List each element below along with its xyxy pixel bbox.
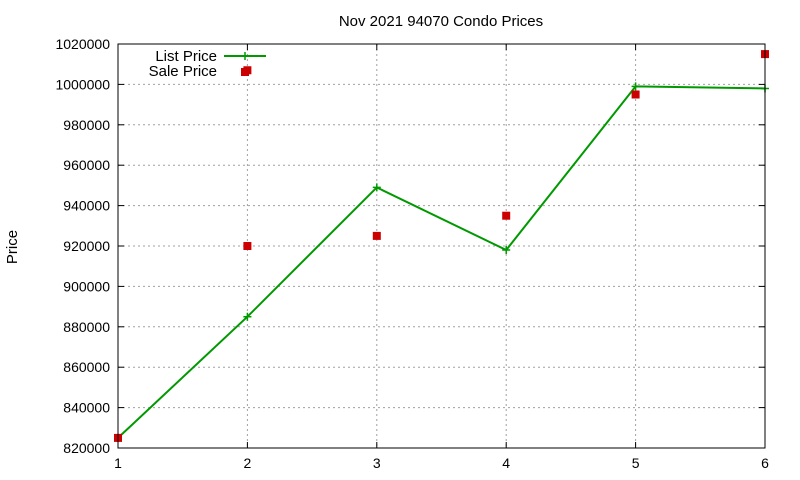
sale-price-point [243,242,252,250]
list-price-line [117,85,766,439]
x-tick-label: 1 [114,455,122,471]
chart-title: Nov 2021 94070 Condo Prices [339,13,543,30]
y-tick-label: 840000 [63,400,110,416]
x-tick-label: 5 [632,455,640,471]
y-tick-label: 960000 [63,157,110,173]
y-tick-label: 900000 [63,278,110,294]
x-tick-label: 6 [761,455,769,471]
list-price-point [502,246,511,255]
y-tick-label: 1020000 [55,36,110,52]
x-tick-label: 3 [373,455,381,471]
y-tick-label: 1000000 [55,76,110,92]
sale-price-point [502,211,511,220]
list-price-point [372,183,381,192]
grid-lines [118,44,765,448]
series-marks [114,50,769,442]
legend-label-sale-price: Sale Price [149,63,217,80]
axis-ticks: 820000 840000 860000 880000 900000 920000 9400… [55,36,769,471]
y-axis-label: Price [4,230,21,264]
y-tick-label: 920000 [63,238,110,254]
y-tick-label: 860000 [63,359,110,375]
y-tick-label: 880000 [63,319,110,335]
legend-marker-list-price [241,52,249,60]
y-tick-label: 940000 [63,198,110,214]
list-price-point [243,312,252,321]
legend-label-list-price: List Price [155,48,217,65]
legend: List Price Sale Price [149,48,266,80]
y-tick-label: 980000 [63,117,110,133]
sale-price-point [631,90,640,99]
y-tick-label: 820000 [63,440,110,456]
plot-frame [117,43,766,449]
x-tick-label: 2 [244,455,252,471]
sale-price-point [372,231,381,240]
legend-marker-sale-price [241,68,249,76]
x-tick-label: 4 [502,455,510,471]
list-price-point [631,82,640,91]
